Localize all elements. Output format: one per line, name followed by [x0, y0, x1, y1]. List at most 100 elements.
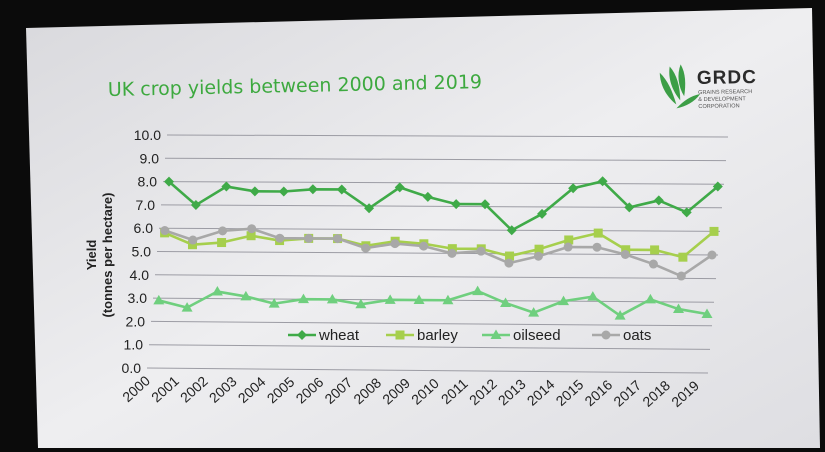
data-point-wheat: [394, 182, 405, 193]
legend-item-oilseed: oilseed: [482, 327, 561, 344]
data-point-oats: [333, 234, 343, 244]
data-point-barley: [564, 235, 574, 245]
data-point-wheat: [249, 186, 260, 197]
series-line-oats: [164, 227, 713, 278]
data-point-oats: [648, 259, 658, 269]
data-point-oilseed: [701, 308, 713, 318]
y-tick-label: 2.0: [126, 313, 146, 329]
legend-label: wheat: [318, 327, 360, 344]
data-point-oats: [160, 226, 170, 236]
data-point-oats: [188, 235, 198, 245]
data-point-barley: [709, 226, 719, 236]
y-tick-label: 6.0: [134, 220, 154, 236]
legend-item-wheat: wheat: [288, 327, 360, 344]
data-point-oilseed: [297, 293, 309, 304]
legend-item-oats: oats: [592, 327, 651, 344]
logo-tagline-1: GRAINS RESEARCH: [698, 89, 752, 96]
data-point-oats: [504, 258, 514, 268]
data-point-oilseed: [644, 293, 656, 304]
y-axis-label-line-2: (tonnes per hectare): [100, 193, 115, 318]
data-point-oilseed: [587, 291, 599, 301]
data-point-oilseed: [558, 295, 570, 306]
data-point-wheat: [164, 176, 174, 187]
data-point-oats: [275, 233, 285, 243]
data-point-wheat: [336, 184, 347, 195]
data-point-wheat: [451, 199, 462, 210]
legend-item-barley: barley: [386, 327, 458, 344]
data-point-oats: [247, 224, 257, 234]
data-point-oilseed: [472, 285, 484, 296]
gridline: [166, 134, 729, 138]
data-point-oilseed: [268, 298, 280, 308]
series-lines: [153, 176, 723, 320]
data-point-barley: [246, 231, 256, 241]
data-point-oilseed: [614, 310, 626, 320]
data-point-oilseed: [500, 297, 512, 308]
y-axis-label-line-1: Yield: [84, 240, 99, 271]
legend-label: oilseed: [513, 327, 561, 344]
data-point-oilseed: [240, 290, 252, 301]
data-point-oats: [563, 242, 573, 252]
data-point-oats: [533, 251, 543, 261]
data-point-oilseed: [211, 286, 223, 296]
data-point-wheat: [422, 191, 433, 202]
data-point-barley: [447, 244, 457, 254]
data-point-wheat: [190, 200, 201, 211]
legend-swatch-marker: [490, 329, 502, 339]
data-point-oats: [390, 239, 400, 249]
legend-label: barley: [417, 327, 458, 344]
data-point-oilseed: [673, 303, 685, 314]
data-point-wheat: [653, 195, 664, 206]
gridline: [154, 274, 717, 280]
y-tick-label: 10.0: [134, 127, 161, 143]
data-point-oats: [218, 226, 228, 236]
data-point-wheat: [480, 199, 491, 210]
data-point-wheat: [597, 176, 608, 187]
gridline: [146, 367, 709, 374]
data-point-oilseed: [413, 294, 425, 305]
legend: wheat barley oilseed oats: [288, 327, 651, 344]
y-tick-label: 1.0: [124, 337, 144, 353]
legend-swatch-marker: [297, 330, 307, 340]
series-oilseed: [153, 285, 713, 320]
legend-swatch-marker: [395, 330, 405, 340]
data-point-barley: [505, 251, 515, 261]
logo-tagline-3: CORPORATION: [698, 103, 739, 110]
data-point-wheat: [221, 181, 232, 192]
legend-swatch-marker: [601, 330, 611, 340]
data-point-wheat: [307, 184, 318, 195]
y-tick-label: 3.0: [128, 290, 148, 306]
series-line-oilseed: [158, 289, 708, 317]
logo-tagline-2: & DEVELOPMENT: [698, 96, 746, 103]
data-point-wheat: [681, 207, 692, 218]
data-point-wheat: [537, 208, 548, 219]
data-point-barley: [650, 245, 660, 255]
data-point-oats: [620, 249, 630, 259]
data-point-oats: [592, 242, 602, 252]
gridline: [150, 320, 713, 327]
data-point-barley: [593, 228, 603, 238]
data-point-wheat: [568, 183, 579, 194]
data-point-wheat: [712, 181, 723, 192]
gridline: [164, 157, 727, 162]
series-line-barley: [164, 230, 715, 259]
legend-label: oats: [623, 327, 651, 344]
gridline: [148, 344, 711, 350]
data-point-oats: [476, 246, 486, 256]
data-point-oats: [676, 271, 686, 281]
data-point-barley: [621, 245, 631, 255]
data-point-wheat: [278, 186, 289, 197]
data-point-oats: [361, 243, 371, 253]
data-point-barley: [187, 240, 197, 250]
data-point-barley: [217, 238, 227, 248]
data-point-barley: [534, 244, 544, 254]
grdc-logo: GRDC GRAINS RESEARCH & DEVELOPMENT CORPO…: [659, 64, 757, 110]
data-point-barley: [678, 252, 688, 262]
data-point-oats: [304, 233, 314, 243]
wheat-icon: [659, 64, 701, 109]
data-point-oilseed: [153, 294, 165, 305]
data-point-wheat: [364, 203, 375, 214]
y-tick-label: 8.0: [138, 174, 158, 190]
data-point-oilseed: [528, 307, 540, 317]
gridline: [162, 181, 725, 185]
